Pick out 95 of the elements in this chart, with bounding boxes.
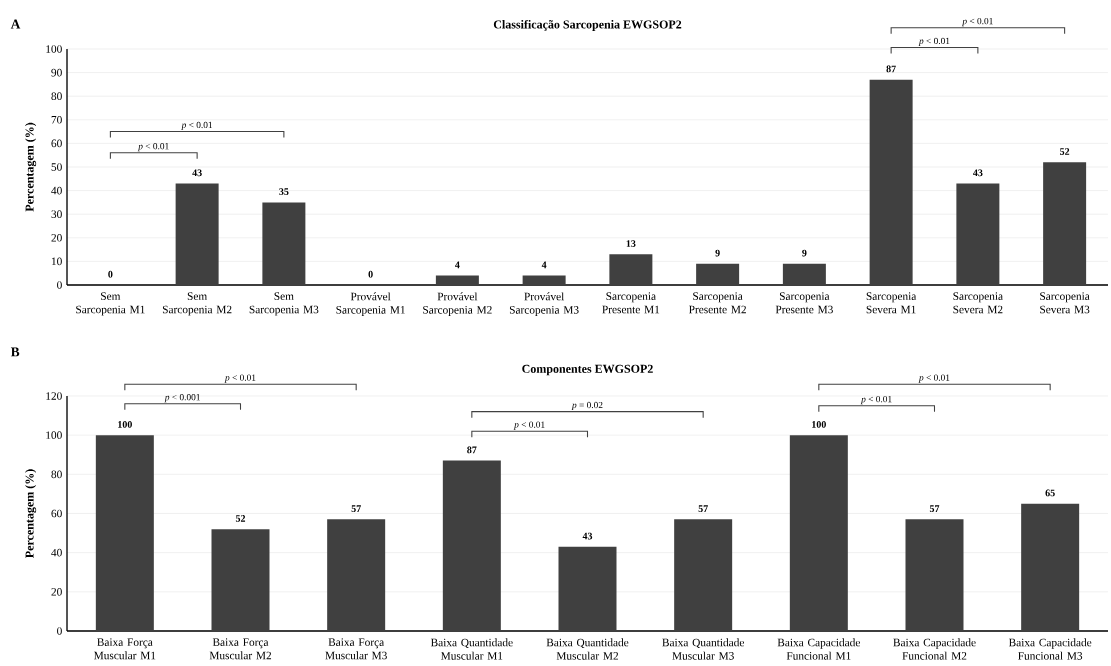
bar <box>789 435 848 631</box>
bar <box>211 529 270 631</box>
x-tick-label: Sarcopenia Presente M3 <box>775 292 833 314</box>
chart-title: Componentes EWGSOP2 <box>522 364 653 376</box>
annotation: p < 0.01 <box>181 121 213 130</box>
x-tick-label: Baixa Quantidade Muscular M3 <box>662 638 745 660</box>
x-tick-label: Sem Sarcopenia M3 <box>249 292 319 316</box>
x-tick-label: Baixa Força Muscular M3 <box>325 638 387 660</box>
text: A <box>10 19 21 29</box>
bar <box>905 519 964 631</box>
x-tick-label: Sarcopenia Presente M2 <box>689 292 746 314</box>
y-axis-title: Percentagem (%) <box>25 469 37 558</box>
y-tick-label: 40 <box>51 548 62 557</box>
y-tick-label: 70 <box>51 115 62 124</box>
data-label: 0 <box>108 270 113 278</box>
x-tick-label: Baixa Quantidade Muscular M2 <box>546 638 629 660</box>
bar <box>442 460 501 631</box>
y-tick-label: 100 <box>46 45 62 53</box>
chart-title: Classificação Sarcopenia EWGSOP2 <box>493 19 682 31</box>
text: p < 0.01 <box>918 37 950 46</box>
x-tick-label: Baixa Quantidade Muscular M1 <box>430 638 513 660</box>
annotation: p < 0.001 <box>164 394 200 403</box>
text: p < 0.01 <box>918 374 950 383</box>
bar <box>95 435 154 631</box>
data-label: 52 <box>1060 148 1070 155</box>
data-label: 57 <box>929 505 940 512</box>
y-tick-label: 0 <box>57 627 62 635</box>
y-tick-label: 60 <box>51 139 62 148</box>
data-label: 13 <box>626 240 636 247</box>
data-label: 87 <box>886 65 896 73</box>
data-label: 87 <box>467 446 477 454</box>
bar <box>327 519 386 631</box>
y-tick-label: 10 <box>51 257 62 266</box>
x-tick-label: Sarcopenia Severa M3 <box>1040 292 1090 314</box>
annotation: p < 0.01 <box>137 143 169 152</box>
y-axis-title: Percentagem (%) <box>25 122 37 212</box>
y-tick-label: 80 <box>51 92 62 101</box>
data-label: 43 <box>973 169 983 177</box>
text: p < 0.01 <box>224 374 256 383</box>
x-tick-label: Baixa Capacidade Funcional M1 <box>777 638 860 660</box>
x-tick-label: Baixa Força Muscular M1 <box>94 638 156 660</box>
data-label: 100 <box>118 421 132 428</box>
data-label: 57 <box>351 505 361 512</box>
data-label: 4 <box>541 261 547 269</box>
x-tick-label: Sarcopenia Presente M1 <box>602 292 660 314</box>
data-label: 52 <box>235 515 246 522</box>
bar <box>522 275 566 285</box>
data-label: 4 <box>455 261 460 269</box>
y-tick-label: 0 <box>57 281 62 289</box>
data-label: 35 <box>279 188 289 196</box>
data-label: 9 <box>802 249 807 257</box>
bar <box>869 79 913 285</box>
bar <box>696 263 740 285</box>
data-label: 43 <box>582 532 593 540</box>
data-label: 57 <box>698 505 708 512</box>
y-tick-label: 100 <box>46 431 62 439</box>
annotation: p = 0.02 <box>571 401 603 411</box>
y-tick-label: 20 <box>51 588 62 596</box>
x-tick-label: Baixa Capacidade Funcional M3 <box>1008 638 1092 660</box>
x-tick-label: Sem Sarcopenia M1 <box>76 292 145 316</box>
data-label: 43 <box>192 169 202 177</box>
x-tick-label: Baixa Capacidade Funcional M2 <box>893 638 976 660</box>
text: B <box>10 347 20 357</box>
annotation: p < 0.01 <box>513 421 545 430</box>
bar <box>1043 162 1087 285</box>
bar <box>435 275 479 285</box>
y-tick-label: 60 <box>51 509 62 518</box>
y-tick-label: 90 <box>51 68 62 77</box>
data-label: 100 <box>812 421 826 428</box>
bar <box>1021 503 1080 631</box>
bar <box>782 263 826 285</box>
data-label: 65 <box>1045 489 1055 497</box>
annotation: p < 0.01 <box>860 395 892 405</box>
bar <box>956 183 1000 285</box>
x-tick-label: Sarcopenia Severa M2 <box>953 292 1003 314</box>
x-tick-label: Provável Sarcopenia M2 <box>423 292 492 316</box>
text: p < 0.01 <box>961 17 993 27</box>
bar <box>175 183 219 285</box>
x-tick-label: Provável Sarcopenia M3 <box>509 292 579 316</box>
bar <box>262 202 306 285</box>
bar <box>674 519 733 631</box>
y-tick-label: 80 <box>51 470 62 479</box>
bar <box>609 254 653 285</box>
x-tick-label: Baixa Força Muscular M2 <box>209 638 272 660</box>
x-tick-label: Sarcopenia Severa M1 <box>866 292 917 314</box>
y-tick-label: 20 <box>51 233 62 242</box>
y-tick-label: 40 <box>51 186 62 195</box>
data-label: 0 <box>368 270 373 278</box>
x-tick-label: Sem Sarcopenia M2 <box>162 292 232 316</box>
data-label: 9 <box>715 249 720 257</box>
y-tick-label: 30 <box>51 210 62 219</box>
y-tick-label: 120 <box>46 392 62 400</box>
x-tick-label: Provável Sarcopenia M1 <box>336 292 405 316</box>
y-tick-label: 50 <box>51 163 62 171</box>
bar <box>558 546 617 631</box>
